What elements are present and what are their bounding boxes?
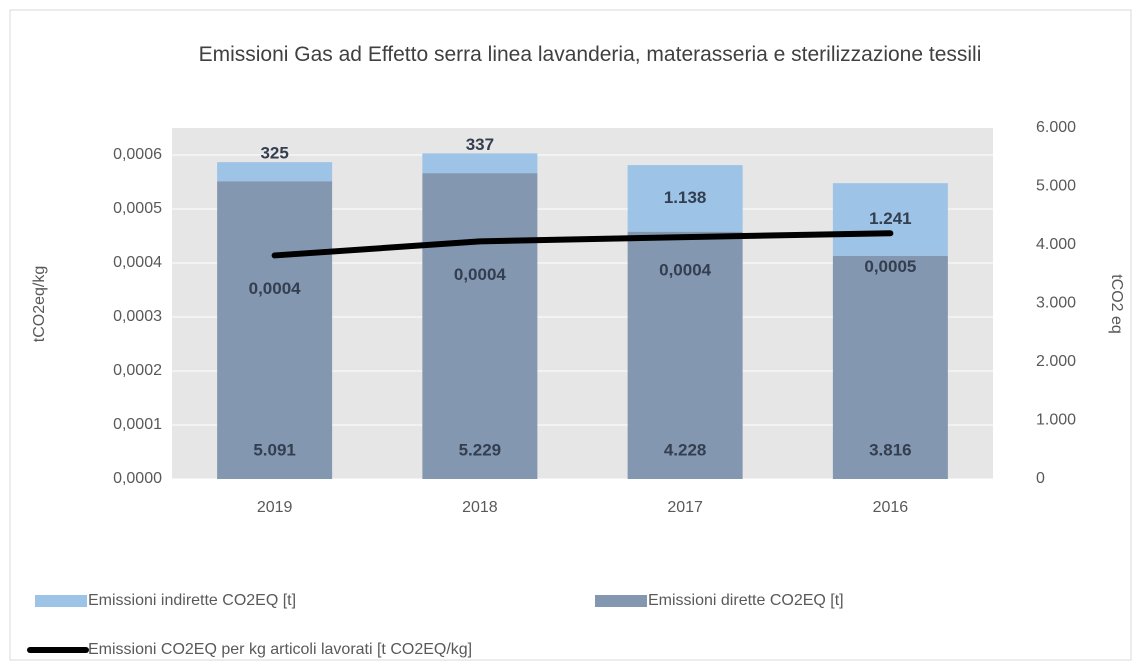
bar-segment bbox=[217, 181, 333, 479]
line bbox=[271, 230, 894, 259]
y2-tick-label: 6.000 bbox=[1036, 119, 1076, 136]
x-tick-label: 2017 bbox=[667, 499, 703, 516]
data-label: 337 bbox=[466, 135, 494, 154]
legend-label: Emissioni dirette CO2EQ [t] bbox=[648, 592, 844, 609]
x-tick-label: 2018 bbox=[462, 499, 498, 516]
data-label: 1.241 bbox=[869, 209, 912, 228]
y-tick-label: 0,0005 bbox=[113, 200, 162, 217]
y-tick-label: 0,0004 bbox=[113, 254, 162, 271]
y-axis-label: tCO2eq/kg bbox=[31, 266, 48, 342]
bar-segment bbox=[832, 255, 948, 479]
data-label: 0,0005 bbox=[864, 257, 916, 276]
y2-tick-label: 3.000 bbox=[1036, 295, 1076, 312]
y2-tick-label: 1.000 bbox=[1036, 412, 1076, 429]
data-label: 0,0004 bbox=[249, 279, 302, 298]
legend-label: Emissioni CO2EQ per kg articoli lavorati… bbox=[88, 641, 472, 658]
y-tick-label: 0,0006 bbox=[113, 146, 162, 163]
legend-swatch bbox=[35, 595, 87, 607]
y-tick-label: 0,0000 bbox=[113, 470, 162, 487]
bar-segment bbox=[217, 162, 333, 182]
data-label: 0,0004 bbox=[659, 261, 712, 280]
data-label: 0,0004 bbox=[454, 265, 507, 284]
bar-segment bbox=[627, 165, 743, 232]
y2-axis-label: tCO2 eq bbox=[1108, 274, 1125, 334]
y-tick-label: 0,0001 bbox=[113, 416, 162, 433]
legend-swatch bbox=[595, 595, 647, 607]
data-label: 4.228 bbox=[664, 440, 707, 459]
y2-tick-label: 2.000 bbox=[1036, 353, 1076, 370]
data-label: 1.138 bbox=[664, 188, 707, 207]
x-tick-label: 2019 bbox=[257, 499, 293, 516]
y2-tick-label: 4.000 bbox=[1036, 236, 1076, 253]
y-tick-label: 0,0003 bbox=[113, 308, 162, 325]
data-label: 325 bbox=[260, 144, 288, 163]
bar-segment bbox=[627, 231, 743, 479]
y2-tick-label: 0 bbox=[1036, 470, 1045, 487]
y2-tick-label: 5.000 bbox=[1036, 178, 1076, 195]
bar-segment bbox=[832, 183, 948, 256]
bar-segment bbox=[422, 173, 538, 479]
chart-title: Emissioni Gas ad Effetto serra linea lav… bbox=[198, 43, 982, 66]
data-label: 5.229 bbox=[459, 440, 502, 459]
y-tick-label: 0,0002 bbox=[113, 362, 162, 379]
legend-label: Emissioni indirette CO2EQ [t] bbox=[88, 592, 296, 609]
data-label: 5.091 bbox=[253, 440, 296, 459]
bar-segment bbox=[422, 153, 538, 174]
x-tick-label: 2016 bbox=[873, 499, 909, 516]
data-label: 3.816 bbox=[869, 440, 912, 459]
